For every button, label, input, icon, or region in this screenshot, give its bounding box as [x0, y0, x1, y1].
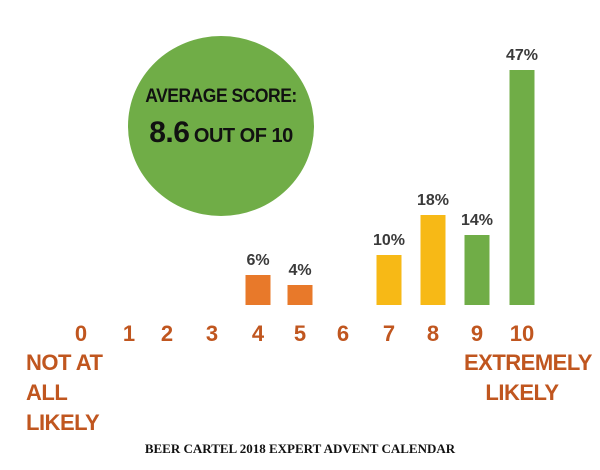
bar-score-9 [464, 235, 490, 305]
data-label-score-5: 4% [288, 262, 311, 279]
scale-low-label-line1: NOT AT ALL [26, 350, 103, 405]
bar-score-8 [420, 215, 446, 305]
scale-high-label-line2: LIKELY [485, 380, 559, 405]
scale-low-label-line2: LIKELY [26, 410, 100, 435]
tick-label-10: 10 [510, 321, 534, 346]
data-label-score-7: 10% [373, 232, 405, 249]
scale-high-label-line1: EXTREMELY [464, 350, 592, 375]
average-score-badge: AVERAGE SCORE: 8.6 OUT OF 10 [128, 36, 314, 216]
bar-score-5 [287, 285, 313, 305]
tick-label-1: 1 [123, 321, 135, 346]
bar-score-4 [245, 275, 271, 305]
tick-label-4: 4 [252, 321, 265, 346]
data-label-score-9: 14% [461, 212, 493, 229]
average-score-number: 8.6 [149, 116, 190, 149]
tick-label-9: 9 [471, 321, 483, 346]
chart-caption: BEER CARTEL 2018 EXPERT ADVENT CALENDAR [144, 441, 456, 456]
data-label-score-8: 18% [417, 192, 449, 209]
bar-score-10 [509, 70, 535, 305]
scale-low-label: NOT AT ALL LIKELY [26, 348, 138, 438]
tick-label-7: 7 [383, 321, 395, 346]
tick-label-2: 2 [161, 321, 173, 346]
tick-label-0: 0 [75, 321, 87, 346]
tick-label-8: 8 [427, 321, 439, 346]
scale-high-label: EXTREMELY LIKELY [464, 348, 592, 408]
data-label-score-4: 6% [246, 252, 269, 269]
average-score-suffix: OUT OF 10 [193, 125, 293, 147]
tick-label-6: 6 [337, 321, 349, 346]
tick-label-5: 5 [294, 321, 306, 346]
data-label-score-10: 47% [506, 47, 538, 64]
bar-score-7 [376, 255, 402, 305]
average-score-value: 8.6 OUT OF 10 [128, 116, 314, 150]
average-score-label: AVERAGE SCORE: [145, 86, 297, 107]
tick-label-3: 3 [206, 321, 218, 346]
